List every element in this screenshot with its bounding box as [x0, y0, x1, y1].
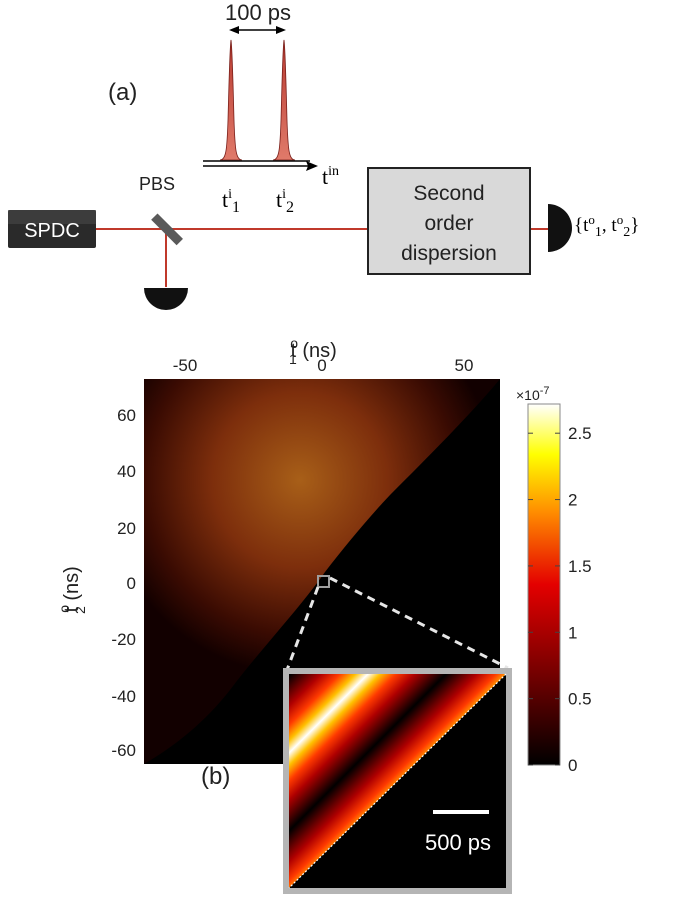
dispersion-line-1: Second — [413, 182, 484, 205]
pulse-train: 100 ps — [203, 0, 318, 171]
pulse-1 — [219, 39, 243, 161]
colorbar-tick-label: 2 — [568, 491, 577, 510]
pulse-time-2: ti2 — [276, 187, 294, 216]
pulse-time-1: ti1 — [222, 187, 240, 216]
y-tick-1: 60 — [117, 406, 136, 425]
y-tick-5: -20 — [111, 630, 136, 649]
time-axis-arrow-icon — [306, 161, 318, 171]
dispersion-box: Second order dispersion — [367, 167, 531, 275]
y-axis-label: to2 (ns) — [56, 566, 88, 614]
zoom-inset: 500 ps — [283, 668, 512, 894]
time-axis-label: tin — [322, 164, 339, 189]
detector-reflected-icon — [144, 288, 188, 310]
x-tick-1: -50 — [173, 356, 198, 375]
y-tick-4: 0 — [127, 574, 136, 593]
colorbar-tick-label: 1.5 — [568, 557, 592, 576]
spacing-arrow-right-icon — [276, 26, 286, 34]
scale-bar-label: 500 ps — [425, 830, 491, 855]
y-tick-2: 40 — [117, 462, 136, 481]
y-tick-7: -60 — [111, 741, 136, 760]
pulse-spacing-label: 100 ps — [225, 0, 291, 25]
colorbar-tick-label: 1 — [568, 623, 577, 642]
x-tick-2: 0 — [317, 356, 326, 375]
detector-output-icon — [548, 204, 572, 252]
spacing-arrow-left-icon — [229, 26, 239, 34]
dispersion-line-3: dispersion — [401, 242, 497, 265]
output-times-label: {to1, to2} — [574, 212, 639, 240]
colorbar-tick-label: 2.5 — [568, 424, 592, 443]
colorbar — [527, 403, 561, 766]
inset-diagonal — [288, 673, 507, 889]
heatmap-signal-region — [144, 379, 500, 764]
pulse-2 — [272, 39, 296, 161]
zoom-line-left — [285, 586, 320, 671]
y-tick-6: -40 — [111, 687, 136, 706]
colorbar-tick-label: 0 — [568, 756, 577, 775]
y-tick-3: 20 — [117, 519, 136, 538]
dispersion-line-2: order — [424, 212, 473, 235]
panel-b-label: (b) — [201, 763, 230, 790]
panel-a-label: (a) — [108, 79, 137, 106]
x-axis-label: to 1 (ns) — [289, 335, 337, 367]
spdc-source: SPDC — [8, 210, 96, 248]
pbs-splitter — [151, 213, 183, 246]
pbs-label: PBS — [139, 174, 175, 194]
x-tick-3: 50 — [455, 356, 474, 375]
spdc-label: SPDC — [24, 220, 80, 242]
colorbar-tick-label: 0.5 — [568, 690, 592, 709]
inset-marker — [317, 575, 330, 588]
zoom-line-right — [329, 576, 509, 670]
colorbar-exponent: ×10-7 — [516, 385, 550, 403]
